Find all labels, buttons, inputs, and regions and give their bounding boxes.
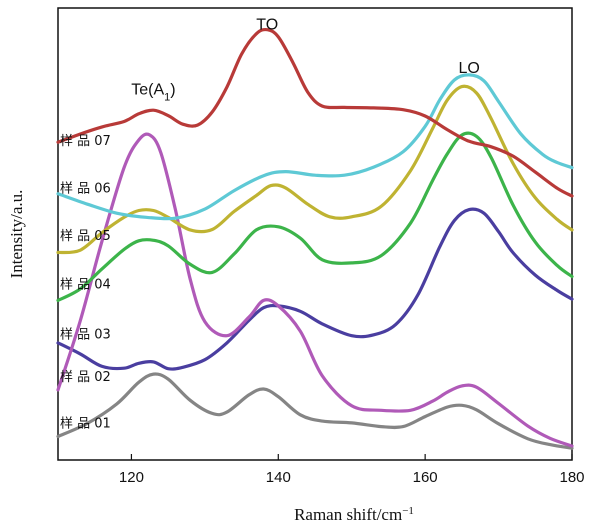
x-axis-title: Raman shift/cm−1 <box>294 505 414 524</box>
peak-annotations: Te(A1) TO LO <box>131 16 480 103</box>
series-line-7 <box>56 27 574 198</box>
x-axis-title-superscript: −1 <box>402 505 414 517</box>
sample-labels: 样 品 01 样 品 02 样 品 03 样 品 04 样 品 05 样 品 06 样 品 … <box>60 134 111 432</box>
series-line-2 <box>56 207 574 371</box>
series-line-6 <box>56 73 574 221</box>
series-label-1: 样 品 01 <box>60 416 111 431</box>
x-tick-label: 180 <box>559 469 584 486</box>
series-label-4: 样 品 04 <box>60 277 111 292</box>
x-tick-label: 140 <box>266 469 291 486</box>
x-axis-ticks: 120 140 160 180 <box>119 454 585 486</box>
peak-annotation-3: LO <box>459 60 480 77</box>
series-line-4 <box>56 131 574 302</box>
series-layer <box>56 27 574 450</box>
x-tick-label: 120 <box>119 469 144 486</box>
series-label-7: 样 品 07 <box>60 134 111 149</box>
peak-annotation-2: TO <box>256 16 278 33</box>
series-label-2: 样 品 02 <box>60 370 111 385</box>
series-label-5: 样 品 05 <box>60 229 111 244</box>
y-axis-title: Intensity/a.u. <box>7 190 26 279</box>
series-line-3 <box>56 132 574 448</box>
x-tick-label: 160 <box>413 469 438 486</box>
series-line-5 <box>56 84 574 255</box>
peak-annotation-1: Te(A1) <box>131 81 175 103</box>
plot-frame <box>57 7 573 461</box>
series-label-3: 样 品 03 <box>60 327 111 342</box>
series-label-6: 样 品 06 <box>60 181 111 196</box>
series-line-1 <box>56 372 574 450</box>
